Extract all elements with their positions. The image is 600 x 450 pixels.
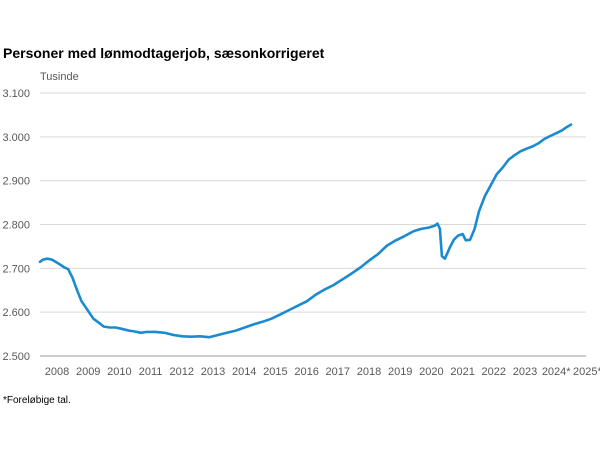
y-axis-tick-labels: 3.100 3.000 2.900 2.800 2.700 2.600 2.500 [2,88,30,363]
x-tick-label: 2018 [357,366,381,378]
x-tick-label: 2011 [139,366,163,378]
x-tick-label: 2024* [542,366,571,378]
x-tick-label: 2015 [263,366,287,378]
x-tick-label: 2019 [388,366,412,378]
x-tick-label: 2009 [76,366,100,378]
y-tick-label: 2.600 [2,307,30,319]
x-tick-label: 2010 [107,366,131,378]
series-lines [38,123,573,339]
y-tick-label: 2.900 [2,176,30,188]
x-tick-label: 2020 [419,366,443,378]
x-tick-label: 2017 [326,366,350,378]
gridlines [40,92,586,357]
x-axis-tick-labels: 2008 2009 2010 2011 2012 2013 2014 2015 2016 2017… [45,366,600,378]
footnote: *Foreløbige tal. [3,395,71,406]
y-tick-label: 2.700 [2,263,30,275]
y-tick-label: 3.100 [2,88,30,100]
x-tick-label: 2025* [573,366,600,378]
x-tick-label: 2012 [170,366,194,378]
y-axis-unit-label: Tusinde [40,71,79,83]
x-tick-label: 2016 [294,366,318,378]
x-tick-label: 2008 [45,366,69,378]
x-tick-label: 2023 [513,366,537,378]
y-tick-label: 3.000 [2,132,30,144]
chart-title: Personer med lønmodtagerjob, sæsonkorrig… [3,45,325,61]
x-tick-label: 2013 [201,366,225,378]
x-tick-label: 2014 [232,366,256,378]
y-tick-label: 2.500 [2,351,30,363]
series-line [38,123,573,339]
y-tick-label: 2.800 [2,220,30,232]
x-tick-label: 2021 [450,366,474,378]
x-tick-label: 2022 [482,366,506,378]
